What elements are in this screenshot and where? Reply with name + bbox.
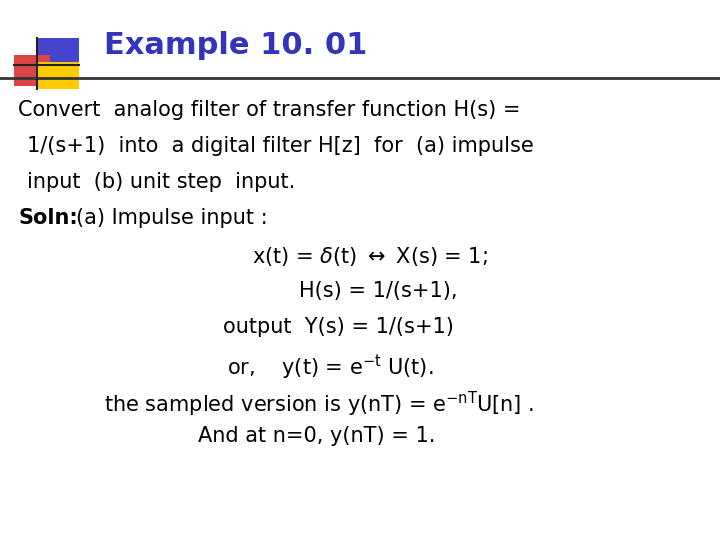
Bar [14, 55, 50, 86]
Text: H(s) = 1/(s+1),: H(s) = 1/(s+1), [299, 281, 457, 301]
Text: 1/(s+1)  into  a digital filter H[z]  for  (a) impulse: 1/(s+1) into a digital filter H[z] for (… [27, 136, 534, 156]
Text: Soln:: Soln: [18, 208, 78, 228]
Text: the sampled version is y(nT) = e$^{\mathregular{-nT}}$U[n] .: the sampled version is y(nT) = e$^{\math… [104, 389, 534, 418]
Text: or,    y(t) = e$^{\mathregular{-t}}$ U(t).: or, y(t) = e$^{\mathregular{-t}}$ U(t). [227, 353, 433, 382]
Text: Example 10. 01: Example 10. 01 [104, 31, 368, 60]
Bar [37, 38, 79, 64]
Text: And at n=0, y(nT) = 1.: And at n=0, y(nT) = 1. [198, 426, 436, 446]
Text: input  (b) unit step  input.: input (b) unit step input. [27, 172, 296, 192]
Bar [37, 62, 79, 89]
Text: Convert  analog filter of transfer function H(s) =: Convert analog filter of transfer functi… [18, 100, 521, 120]
Text: x(t) = $\delta$(t) $\leftrightarrow$ X(s) = 1;: x(t) = $\delta$(t) $\leftrightarrow$ X(s… [252, 245, 488, 268]
Text: (a) Impulse input :: (a) Impulse input : [76, 208, 267, 228]
Text: output  Y(s) = 1/(s+1): output Y(s) = 1/(s+1) [223, 317, 454, 337]
